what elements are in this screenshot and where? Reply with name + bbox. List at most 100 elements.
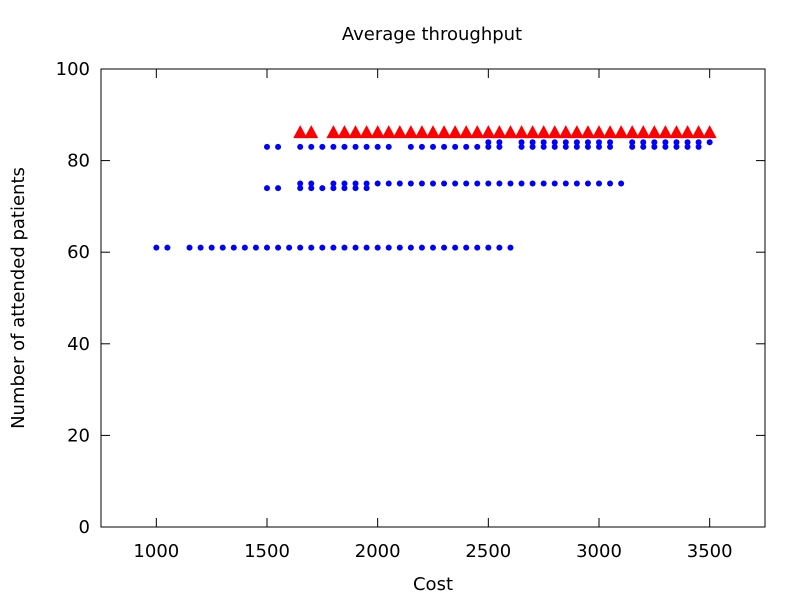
- x-tick-label: 3000: [576, 541, 622, 562]
- data-point-solutions: [441, 244, 448, 251]
- data-point-solutions: [607, 180, 614, 187]
- data-point-solutions: [640, 139, 647, 146]
- data-point-solutions: [551, 143, 558, 150]
- data-point-solutions: [264, 185, 270, 192]
- axis-ticks: 1000 1500 2000 2500 3000 3500 0 20 40 60 80 100: [56, 59, 765, 562]
- data-point-solutions: [418, 143, 425, 150]
- data-point-optimal: [381, 125, 396, 139]
- data-point-solutions: [540, 143, 547, 150]
- data-point-solutions: [363, 180, 370, 187]
- data-point-solutions: [584, 139, 591, 146]
- data-point-solutions: [407, 180, 414, 187]
- data-point-solutions: [485, 244, 492, 251]
- data-point-solutions: [374, 180, 381, 187]
- plot-area: [153, 125, 717, 251]
- data-point-solutions: [496, 180, 503, 187]
- data-point-solutions: [485, 180, 492, 187]
- data-point-solutions: [651, 139, 658, 146]
- data-point-optimal: [603, 125, 618, 139]
- data-point-solutions: [684, 143, 691, 150]
- data-point-solutions: [352, 185, 359, 192]
- data-point-solutions: [363, 244, 370, 251]
- data-point-solutions: [673, 139, 680, 146]
- data-point-solutions: [208, 244, 215, 251]
- data-point-solutions: [352, 143, 359, 150]
- data-point-solutions: [219, 244, 226, 251]
- data-point-solutions: [308, 244, 315, 251]
- data-point-solutions: [330, 185, 337, 192]
- data-point-solutions: [529, 180, 536, 187]
- data-point-solutions: [629, 139, 636, 146]
- data-point-solutions: [540, 139, 547, 146]
- data-point-solutions: [164, 244, 171, 251]
- data-point-solutions: [507, 244, 514, 251]
- data-point-solutions: [529, 143, 536, 150]
- data-point-solutions: [695, 139, 702, 146]
- data-point-optimal: [691, 125, 706, 139]
- data-point-solutions: [275, 185, 282, 192]
- chart-title: Average throughput: [342, 24, 522, 45]
- data-point-solutions: [629, 143, 636, 150]
- data-point-solutions: [640, 143, 647, 150]
- data-point-solutions: [341, 143, 348, 150]
- data-point-solutions: [651, 143, 658, 150]
- data-point-solutions: [518, 143, 525, 150]
- data-point-solutions: [573, 143, 580, 150]
- data-point-solutions: [319, 185, 326, 192]
- data-point-solutions: [374, 244, 381, 251]
- data-point-optimal: [481, 125, 496, 139]
- y-axis-label: Number of attended patients: [8, 167, 29, 429]
- data-point-solutions: [496, 139, 503, 146]
- data-point-solutions: [441, 180, 448, 187]
- data-point-solutions: [684, 139, 691, 146]
- data-point-solutions: [352, 180, 359, 187]
- data-point-solutions: [551, 180, 558, 187]
- data-point-solutions: [673, 143, 680, 150]
- data-point-optimal: [392, 125, 407, 139]
- data-point-solutions: [252, 244, 259, 251]
- data-point-solutions: [308, 180, 315, 187]
- data-point-solutions: [385, 244, 392, 251]
- data-point-solutions: [430, 244, 436, 251]
- data-point-optimal: [702, 125, 717, 139]
- data-point-solutions: [496, 244, 503, 251]
- data-point-solutions: [241, 244, 248, 251]
- x-tick-label: 1000: [133, 541, 179, 562]
- y-tick-label: 100: [56, 59, 90, 80]
- data-point-optimal: [359, 125, 374, 139]
- data-point-solutions: [363, 185, 370, 192]
- data-point-solutions: [596, 143, 602, 150]
- data-point-solutions: [197, 244, 204, 251]
- data-point-solutions: [352, 244, 359, 251]
- data-point-optimal: [592, 125, 606, 139]
- data-point-solutions: [264, 143, 270, 150]
- data-point-optimal: [304, 125, 319, 139]
- data-point-optimal: [658, 125, 673, 139]
- data-point-optimal: [647, 125, 662, 139]
- data-point-solutions: [474, 244, 481, 251]
- series-solutions: [153, 139, 713, 251]
- data-point-solutions: [319, 244, 326, 251]
- y-tick-label: 0: [79, 517, 90, 538]
- data-point-solutions: [341, 180, 348, 187]
- data-point-solutions: [363, 143, 370, 150]
- data-point-solutions: [463, 180, 470, 187]
- data-point-solutions: [186, 244, 193, 251]
- data-point-solutions: [452, 244, 459, 251]
- data-point-optimal: [293, 125, 308, 139]
- x-tick-label: 1500: [244, 541, 290, 562]
- data-point-solutions: [264, 244, 270, 251]
- data-point-solutions: [341, 185, 348, 192]
- data-point-solutions: [474, 180, 481, 187]
- data-point-solutions: [275, 143, 282, 150]
- data-point-solutions: [518, 180, 525, 187]
- data-point-optimal: [470, 125, 485, 139]
- data-point-solutions: [341, 244, 348, 251]
- data-point-solutions: [518, 139, 525, 146]
- data-point-solutions: [275, 244, 282, 251]
- x-tick-label: 2500: [465, 541, 511, 562]
- data-point-solutions: [385, 180, 392, 187]
- data-point-solutions: [430, 180, 436, 187]
- data-point-optimal: [680, 125, 695, 139]
- data-point-optimal: [636, 125, 651, 139]
